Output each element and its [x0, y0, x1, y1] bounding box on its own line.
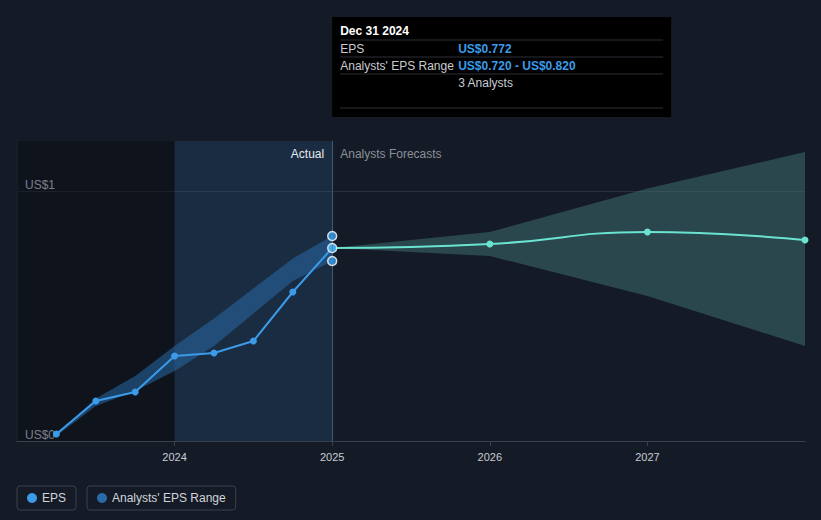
svg-text:2027: 2027 — [635, 451, 659, 463]
svg-text:US$0.720 - US$0.820: US$0.720 - US$0.820 — [458, 59, 576, 73]
svg-text:2024: 2024 — [162, 451, 186, 463]
svg-text:Analysts Forecasts: Analysts Forecasts — [340, 147, 441, 161]
svg-text:Analysts' EPS Range: Analysts' EPS Range — [112, 491, 226, 505]
svg-text:US$0.772: US$0.772 — [458, 42, 512, 56]
svg-text:3 Analysts: 3 Analysts — [458, 76, 513, 90]
svg-text:2026: 2026 — [478, 451, 502, 463]
svg-text:Analysts' EPS Range: Analysts' EPS Range — [340, 59, 454, 73]
svg-text:EPS: EPS — [340, 42, 364, 56]
svg-text:2025: 2025 — [320, 451, 344, 463]
svg-text:Actual: Actual — [291, 147, 324, 161]
svg-text:EPS: EPS — [42, 491, 66, 505]
svg-text:Dec 31 2024: Dec 31 2024 — [340, 24, 409, 38]
